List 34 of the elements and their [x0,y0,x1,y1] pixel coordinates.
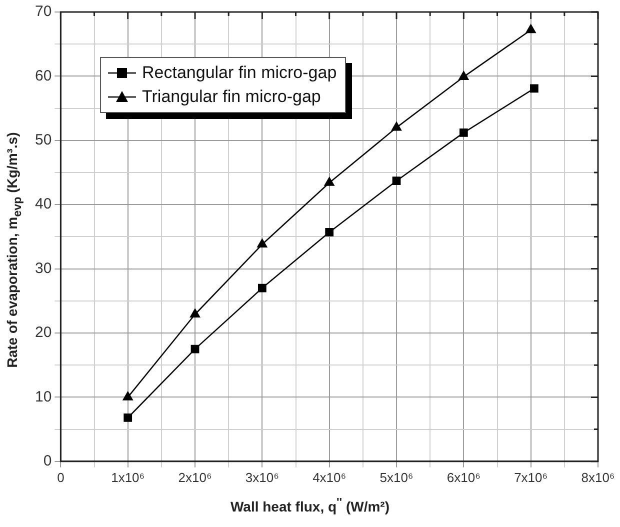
y-tick-label: 50 [34,132,52,149]
point [190,344,200,354]
x-tick-label: 1x10⁶ [111,470,145,485]
point [459,128,468,137]
x-tick-label: 3x10⁶ [245,470,279,485]
point [124,414,132,422]
x-tick-label: 4x10⁶ [312,470,346,485]
point [257,238,268,248]
point [258,284,266,292]
point [526,24,536,34]
x-tick-label: 5x10⁶ [380,470,414,485]
x-axis-title: Wall heat flux, q$^{''}$ (W/m²) [229,496,391,515]
y-tick-label: 0 [43,452,52,470]
point [530,84,538,93]
x-tick-label: 7x10⁶ [514,470,548,485]
point [392,176,401,186]
point [458,71,469,80]
point [122,392,133,400]
y-tick-label: 70 [34,3,52,20]
x-tick-label: 2x10⁶ [178,470,212,485]
x-tick-label: 6x10⁶ [446,470,480,485]
y-tick-label: 40 [34,196,52,213]
legend-label: Triangular fin micro-gap [142,86,321,108]
point [190,308,200,318]
y-tick-label: 20 [34,324,52,342]
x-tick-label: 0 [57,470,64,485]
y-tick-label: 30 [34,260,52,277]
point [325,228,334,236]
legend-label: Rectangular fin micro-gap [142,62,337,84]
y-tick-label: 10 [34,388,52,406]
x-tick-label: 8x10⁶ [581,470,615,485]
point [392,122,402,131]
y-tick-label: 60 [34,67,52,84]
point [324,177,334,186]
